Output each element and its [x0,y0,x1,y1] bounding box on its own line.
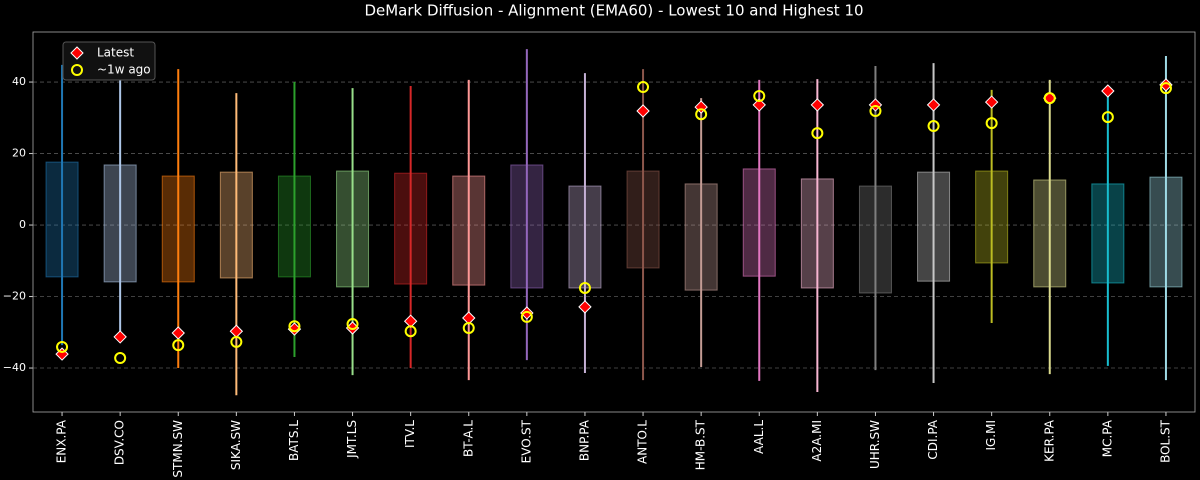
plot-frame [32,31,1196,413]
y-tick-label: 40 [12,75,26,88]
x-tick-label: ANTO.L [636,420,650,464]
x-tick-label: A2A.MI [810,420,824,462]
marker-circle [695,108,708,121]
legend-label: ~1w ago [97,63,151,77]
marker-diamond [55,347,69,361]
y-tick-label: −20 [3,290,26,303]
x-tick-label: EVO.ST [519,419,533,463]
marker-circle [985,117,998,130]
x-tick-label: KER.PA [1042,419,1056,462]
marker-diamond [926,98,941,112]
x-tick-label: HM-B.ST [694,419,708,470]
marker-diamond [520,306,534,320]
x-tick-label: MC.PA [1100,419,1114,457]
marker-circle [1101,111,1114,124]
marker-diamond [171,326,185,340]
x-tick-label: UHR.SW [868,420,882,469]
x-tick-label: BT-A.L [461,420,475,457]
marker-diamond [752,98,766,112]
marker-diamond [113,330,127,344]
legend-box [62,41,156,81]
marker-circle [753,89,766,102]
marker-circle [71,64,83,76]
legend-label: Latest [97,46,134,60]
y-tick-label: 0 [19,218,26,231]
marker-circle [404,325,417,338]
marker-diamond [984,95,999,109]
marker-circle [520,310,533,323]
x-tick-label: JMT.LS [345,420,359,459]
marker-circle [927,120,940,133]
marker-circle [578,281,591,294]
x-tick-label: BATS.L [287,420,301,461]
marker-diamond [1159,78,1173,92]
marker-diamond [70,46,84,60]
chart-title: DeMark Diffusion - Alignment (EMA60) - L… [364,2,863,20]
marker-diamond [636,104,650,118]
marker-circle [1159,82,1172,95]
marker-circle [114,352,127,365]
marker-circle [869,105,882,118]
marker-diamond [1101,84,1115,98]
x-tick-label: ENX.PA [55,419,69,463]
marker-circle [1043,92,1056,105]
marker-circle [56,340,69,353]
marker-diamond [868,98,883,112]
marker-circle [462,321,475,334]
x-tick-label: CDI.PA [926,419,940,459]
x-tick-label: STMN.SW [171,420,185,478]
marker-circle [288,320,301,333]
x-tick-label: ITV.L [403,420,417,448]
marker-diamond [694,100,708,114]
y-tick-label: 20 [12,147,26,160]
marker-circle [637,81,650,94]
x-tick-label: BOL.ST [1158,419,1172,463]
marker-circle [346,318,359,331]
marker-diamond [810,98,825,112]
x-tick-label: IG.MI [984,420,998,451]
x-tick-label: BNP.PA [577,419,591,461]
y-tick-label: −40 [3,361,26,374]
marker-circle [230,335,243,348]
marker-diamond [578,300,592,314]
x-tick-label: AAL.L [752,420,766,454]
marker-circle [172,339,185,352]
marker-circle [811,127,824,140]
x-tick-label: SIKA.SW [229,420,243,470]
x-tick-label: DSV.CO [113,420,127,465]
